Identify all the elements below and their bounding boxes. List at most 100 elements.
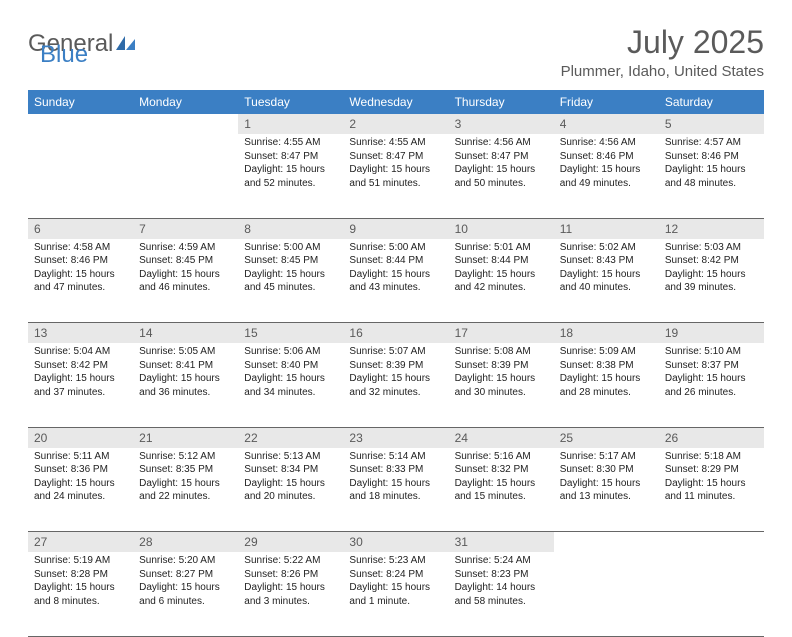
sunrise-line: Sunrise: 5:14 AM: [349, 450, 442, 464]
sunrise-line: Sunrise: 5:08 AM: [455, 345, 548, 359]
day-details: Sunrise: 5:18 AMSunset: 8:29 PMDaylight:…: [659, 448, 764, 510]
day-number-cell: 28: [133, 532, 238, 553]
sunrise-line: Sunrise: 5:07 AM: [349, 345, 442, 359]
day-cell: Sunrise: 4:59 AMSunset: 8:45 PMDaylight:…: [133, 239, 238, 323]
sunset-line: Sunset: 8:42 PM: [665, 254, 758, 268]
day-number-cell: [133, 114, 238, 134]
sunrise-line: Sunrise: 4:58 AM: [34, 241, 127, 255]
day-details: Sunrise: 5:06 AMSunset: 8:40 PMDaylight:…: [238, 343, 343, 405]
sunrise-line: Sunrise: 5:10 AM: [665, 345, 758, 359]
day-details: Sunrise: 4:58 AMSunset: 8:46 PMDaylight:…: [28, 239, 133, 301]
day-cell: Sunrise: 4:56 AMSunset: 8:46 PMDaylight:…: [554, 134, 659, 218]
day-number-cell: 23: [343, 427, 448, 448]
day-number-cell: 25: [554, 427, 659, 448]
sunset-line: Sunset: 8:42 PM: [34, 359, 127, 373]
day-cell: Sunrise: 5:18 AMSunset: 8:29 PMDaylight:…: [659, 448, 764, 532]
day-details: [28, 134, 133, 142]
sunrise-line: Sunrise: 5:24 AM: [455, 554, 548, 568]
day-cell: [28, 134, 133, 218]
day-number-cell: 22: [238, 427, 343, 448]
day-number-cell: 30: [343, 532, 448, 553]
daylight-line: Daylight: 15 hours and 49 minutes.: [560, 163, 653, 190]
day-details: Sunrise: 5:20 AMSunset: 8:27 PMDaylight:…: [133, 552, 238, 614]
sunset-line: Sunset: 8:47 PM: [244, 150, 337, 164]
daylight-line: Daylight: 15 hours and 47 minutes.: [34, 268, 127, 295]
day-number-cell: 4: [554, 114, 659, 134]
day-cell: Sunrise: 5:22 AMSunset: 8:26 PMDaylight:…: [238, 552, 343, 636]
sunset-line: Sunset: 8:28 PM: [34, 568, 127, 582]
day-cell: Sunrise: 5:06 AMSunset: 8:40 PMDaylight:…: [238, 343, 343, 427]
daylight-line: Daylight: 15 hours and 42 minutes.: [455, 268, 548, 295]
week-row: Sunrise: 4:58 AMSunset: 8:46 PMDaylight:…: [28, 239, 764, 323]
day-details: Sunrise: 5:16 AMSunset: 8:32 PMDaylight:…: [449, 448, 554, 510]
day-details: Sunrise: 5:03 AMSunset: 8:42 PMDaylight:…: [659, 239, 764, 301]
daylight-line: Daylight: 15 hours and 36 minutes.: [139, 372, 232, 399]
sunset-line: Sunset: 8:40 PM: [244, 359, 337, 373]
location-subtitle: Plummer, Idaho, United States: [28, 63, 764, 80]
day-cell: Sunrise: 5:12 AMSunset: 8:35 PMDaylight:…: [133, 448, 238, 532]
day-cell: Sunrise: 5:00 AMSunset: 8:44 PMDaylight:…: [343, 239, 448, 323]
daylight-line: Daylight: 15 hours and 22 minutes.: [139, 477, 232, 504]
day-details: Sunrise: 5:24 AMSunset: 8:23 PMDaylight:…: [449, 552, 554, 614]
daynum-row: 12345: [28, 114, 764, 134]
daylight-line: Daylight: 15 hours and 11 minutes.: [665, 477, 758, 504]
daylight-line: Daylight: 14 hours and 58 minutes.: [455, 581, 548, 608]
daynum-row: 20212223242526: [28, 427, 764, 448]
day-details: Sunrise: 5:01 AMSunset: 8:44 PMDaylight:…: [449, 239, 554, 301]
weekday-header: Friday: [554, 90, 659, 114]
sunrise-line: Sunrise: 5:03 AM: [665, 241, 758, 255]
day-details: Sunrise: 4:59 AMSunset: 8:45 PMDaylight:…: [133, 239, 238, 301]
daylight-line: Daylight: 15 hours and 18 minutes.: [349, 477, 442, 504]
sunset-line: Sunset: 8:32 PM: [455, 463, 548, 477]
day-number-cell: 24: [449, 427, 554, 448]
daylight-line: Daylight: 15 hours and 3 minutes.: [244, 581, 337, 608]
day-details: Sunrise: 5:13 AMSunset: 8:34 PMDaylight:…: [238, 448, 343, 510]
day-cell: Sunrise: 5:04 AMSunset: 8:42 PMDaylight:…: [28, 343, 133, 427]
sunrise-line: Sunrise: 4:56 AM: [455, 136, 548, 150]
day-cell: Sunrise: 5:09 AMSunset: 8:38 PMDaylight:…: [554, 343, 659, 427]
week-row: Sunrise: 5:19 AMSunset: 8:28 PMDaylight:…: [28, 552, 764, 636]
day-cell: Sunrise: 5:14 AMSunset: 8:33 PMDaylight:…: [343, 448, 448, 532]
day-number-cell: 10: [449, 218, 554, 239]
day-details: Sunrise: 4:55 AMSunset: 8:47 PMDaylight:…: [343, 134, 448, 196]
sunset-line: Sunset: 8:35 PM: [139, 463, 232, 477]
day-details: Sunrise: 5:04 AMSunset: 8:42 PMDaylight:…: [28, 343, 133, 405]
day-cell: [659, 552, 764, 636]
sunset-line: Sunset: 8:44 PM: [349, 254, 442, 268]
weekday-header: Tuesday: [238, 90, 343, 114]
weekday-header: Monday: [133, 90, 238, 114]
day-number-cell: 13: [28, 323, 133, 344]
sunset-line: Sunset: 8:39 PM: [349, 359, 442, 373]
sunset-line: Sunset: 8:36 PM: [34, 463, 127, 477]
sunrise-line: Sunrise: 5:02 AM: [560, 241, 653, 255]
day-number-cell: 2: [343, 114, 448, 134]
sunset-line: Sunset: 8:45 PM: [244, 254, 337, 268]
sunrise-line: Sunrise: 5:23 AM: [349, 554, 442, 568]
day-number-cell: 7: [133, 218, 238, 239]
title-block: July 2025: [627, 24, 764, 61]
daylight-line: Daylight: 15 hours and 40 minutes.: [560, 268, 653, 295]
day-cell: Sunrise: 5:00 AMSunset: 8:45 PMDaylight:…: [238, 239, 343, 323]
daylight-line: Daylight: 15 hours and 6 minutes.: [139, 581, 232, 608]
sunset-line: Sunset: 8:26 PM: [244, 568, 337, 582]
day-cell: Sunrise: 4:55 AMSunset: 8:47 PMDaylight:…: [238, 134, 343, 218]
day-cell: [133, 134, 238, 218]
day-cell: Sunrise: 5:24 AMSunset: 8:23 PMDaylight:…: [449, 552, 554, 636]
daylight-line: Daylight: 15 hours and 30 minutes.: [455, 372, 548, 399]
daylight-line: Daylight: 15 hours and 28 minutes.: [560, 372, 653, 399]
sunset-line: Sunset: 8:39 PM: [455, 359, 548, 373]
weekday-header: Wednesday: [343, 90, 448, 114]
sunrise-line: Sunrise: 5:00 AM: [244, 241, 337, 255]
daylight-line: Daylight: 15 hours and 34 minutes.: [244, 372, 337, 399]
day-details: Sunrise: 5:05 AMSunset: 8:41 PMDaylight:…: [133, 343, 238, 405]
day-details: Sunrise: 5:07 AMSunset: 8:39 PMDaylight:…: [343, 343, 448, 405]
week-row: Sunrise: 5:04 AMSunset: 8:42 PMDaylight:…: [28, 343, 764, 427]
day-number-cell: 9: [343, 218, 448, 239]
day-number-cell: 6: [28, 218, 133, 239]
calendar-table: SundayMondayTuesdayWednesdayThursdayFrid…: [28, 90, 764, 637]
sunset-line: Sunset: 8:46 PM: [34, 254, 127, 268]
day-details: Sunrise: 5:00 AMSunset: 8:44 PMDaylight:…: [343, 239, 448, 301]
day-cell: Sunrise: 5:10 AMSunset: 8:37 PMDaylight:…: [659, 343, 764, 427]
day-number-cell: [554, 532, 659, 553]
day-number-cell: 5: [659, 114, 764, 134]
